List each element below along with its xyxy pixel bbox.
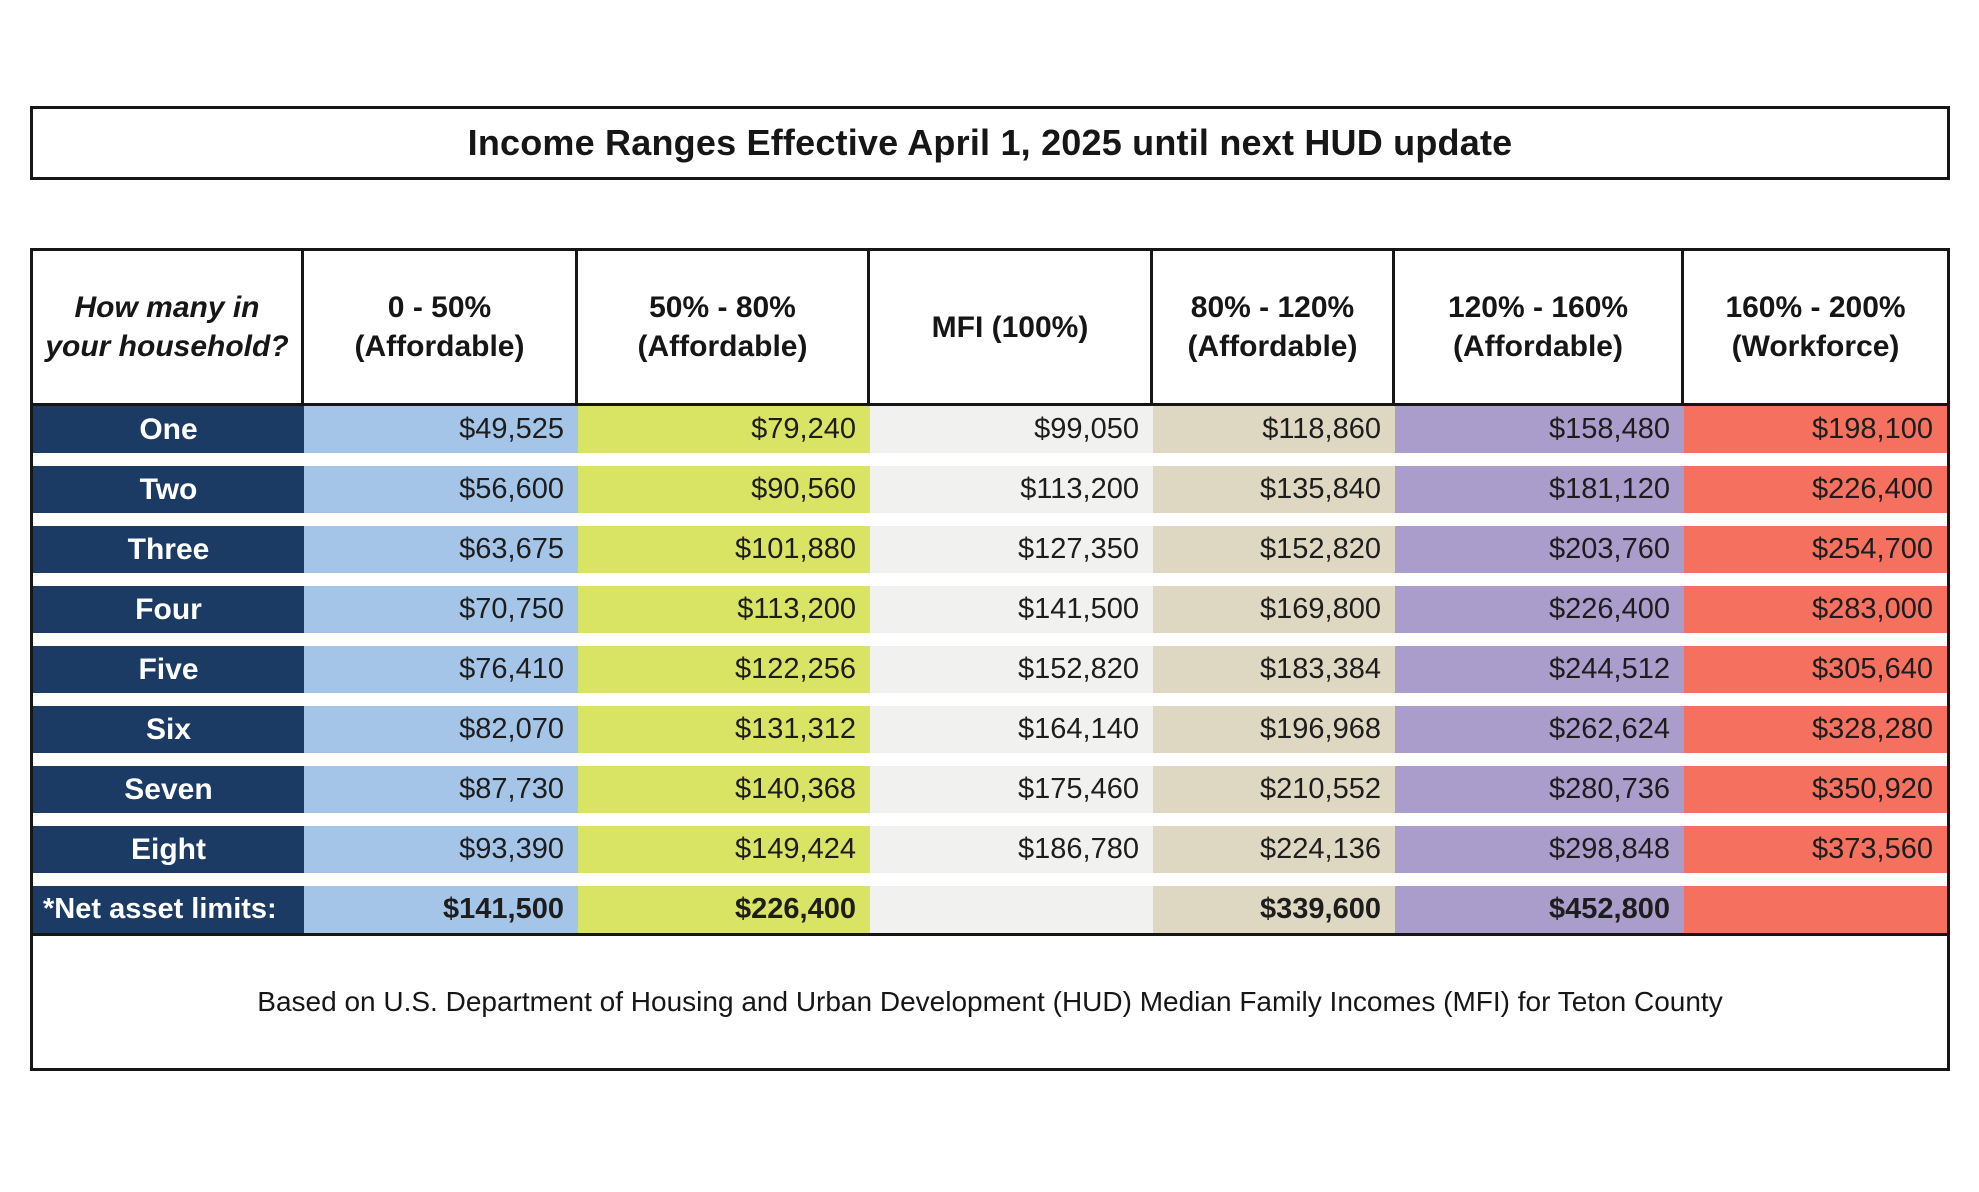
- table-row: Seven $87,730 $140,368 $175,460 $210,552 $280…: [33, 766, 1947, 813]
- row-label: Four: [33, 586, 304, 633]
- value-cell: $186,780: [870, 826, 1153, 873]
- value-cell: $169,800: [1153, 586, 1395, 633]
- value-cell: $254,700: [1684, 526, 1947, 573]
- footer-note: Based on U.S. Department of Housing and …: [257, 986, 1723, 1017]
- value-cell: $373,560: [1684, 826, 1947, 873]
- column-header: 120% - 160% (Affordable): [1395, 251, 1684, 403]
- column-header: 160% - 200% (Workforce): [1684, 251, 1947, 403]
- table-header-row: How many in your household? 0 - 50% (Affo…: [33, 251, 1947, 406]
- value-cell: $93,390: [304, 826, 578, 873]
- value-cell: $280,736: [1395, 766, 1684, 813]
- value-cell: $152,820: [870, 646, 1153, 693]
- value-cell: $198,100: [1684, 406, 1947, 453]
- column-header: How many in your household?: [33, 251, 304, 403]
- value-cell: $122,256: [578, 646, 870, 693]
- column-header: 0 - 50% (Affordable): [304, 251, 578, 403]
- row-label: Two: [33, 466, 304, 513]
- table-footer: Based on U.S. Department of Housing and …: [33, 933, 1947, 1068]
- value-cell: $339,600: [1153, 886, 1395, 933]
- value-cell: $262,624: [1395, 706, 1684, 753]
- value-cell: $113,200: [870, 466, 1153, 513]
- value-cell: $350,920: [1684, 766, 1947, 813]
- value-cell: $181,120: [1395, 466, 1684, 513]
- value-cell: $244,512: [1395, 646, 1684, 693]
- value-cell: $87,730: [304, 766, 578, 813]
- value-cell: $101,880: [578, 526, 870, 573]
- value-cell: $79,240: [578, 406, 870, 453]
- value-cell: $113,200: [578, 586, 870, 633]
- value-cell: $328,280: [1684, 706, 1947, 753]
- value-cell: $196,968: [1153, 706, 1395, 753]
- value-cell: $283,000: [1684, 586, 1947, 633]
- column-header: 50% - 80% (Affordable): [578, 251, 870, 403]
- value-cell: $152,820: [1153, 526, 1395, 573]
- value-cell: $140,368: [578, 766, 870, 813]
- row-label: One: [33, 406, 304, 453]
- value-cell: $49,525: [304, 406, 578, 453]
- table-row: Six $82,070 $131,312 $164,140 $196,968 $262,6…: [33, 706, 1947, 753]
- value-cell: $141,500: [304, 886, 578, 933]
- value-cell: $149,424: [578, 826, 870, 873]
- income-table: How many in your household? 0 - 50% (Affo…: [30, 248, 1950, 1071]
- value-cell: $226,400: [1684, 466, 1947, 513]
- value-cell: $76,410: [304, 646, 578, 693]
- value-cell: $305,640: [1684, 646, 1947, 693]
- value-cell: $118,860: [1153, 406, 1395, 453]
- row-label: Six: [33, 706, 304, 753]
- value-cell: $224,136: [1153, 826, 1395, 873]
- value-cell: $203,760: [1395, 526, 1684, 573]
- value-cell: $56,600: [304, 466, 578, 513]
- table-row: Four $70,750 $113,200 $141,500 $169,800 $226,…: [33, 586, 1947, 633]
- value-cell: $298,848: [1395, 826, 1684, 873]
- row-label: *Net asset limits:: [33, 886, 304, 933]
- value-cell: $127,350: [870, 526, 1153, 573]
- value-cell: $183,384: [1153, 646, 1395, 693]
- table-row: Five $76,410 $122,256 $152,820 $183,384 $244,…: [33, 646, 1947, 693]
- table-row: Three $63,675 $101,880 $127,350 $152,820 $203…: [33, 526, 1947, 573]
- net-asset-limits-row: *Net asset limits: $141,500 $226,400 $339,6…: [33, 886, 1947, 933]
- row-label: Five: [33, 646, 304, 693]
- value-cell: $164,140: [870, 706, 1153, 753]
- value-cell: $210,552: [1153, 766, 1395, 813]
- row-label: Seven: [33, 766, 304, 813]
- value-cell: $82,070: [304, 706, 578, 753]
- value-cell: $226,400: [578, 886, 870, 933]
- table-body: One $49,525 $79,240 $99,050 $118,860 $158,480…: [33, 406, 1947, 933]
- value-cell: $135,840: [1153, 466, 1395, 513]
- value-cell: $131,312: [578, 706, 870, 753]
- page-title: Income Ranges Effective April 1, 2025 un…: [467, 122, 1513, 163]
- value-cell: [870, 886, 1153, 933]
- value-cell: $141,500: [870, 586, 1153, 633]
- value-cell: $90,560: [578, 466, 870, 513]
- value-cell: $63,675: [304, 526, 578, 573]
- value-cell: $226,400: [1395, 586, 1684, 633]
- row-label: Three: [33, 526, 304, 573]
- table-row: One $49,525 $79,240 $99,050 $118,860 $158,480…: [33, 406, 1947, 453]
- value-cell: [1684, 886, 1947, 933]
- value-cell: $452,800: [1395, 886, 1684, 933]
- table-row: Two $56,600 $90,560 $113,200 $135,840 $181,12…: [33, 466, 1947, 513]
- value-cell: $158,480: [1395, 406, 1684, 453]
- value-cell: $99,050: [870, 406, 1153, 453]
- value-cell: $70,750: [304, 586, 578, 633]
- row-label: Eight: [33, 826, 304, 873]
- title-box: Income Ranges Effective April 1, 2025 un…: [30, 106, 1950, 180]
- table-row: Eight $93,390 $149,424 $186,780 $224,136 $298…: [33, 826, 1947, 873]
- value-cell: $175,460: [870, 766, 1153, 813]
- column-header: 80% - 120% (Affordable): [1153, 251, 1395, 403]
- column-header: MFI (100%): [870, 251, 1153, 403]
